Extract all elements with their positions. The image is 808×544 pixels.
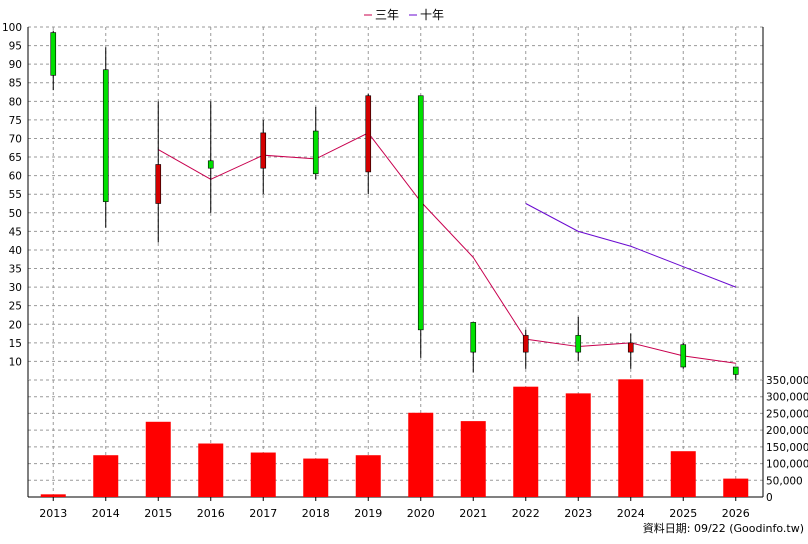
candle-body — [260, 132, 267, 169]
price-tick-label: 55 — [9, 189, 22, 201]
volume-panel: 0 50,000 100,000 150,000 200,000 250,000 300,0… — [27, 375, 808, 504]
candle-body — [155, 164, 162, 204]
candle-body — [732, 366, 739, 375]
candle-body — [470, 322, 477, 353]
candle-body — [680, 344, 687, 368]
series-line-10yr — [525, 203, 736, 288]
candle-body — [102, 69, 109, 202]
price-tick-label: 40 — [9, 245, 22, 257]
volume-tick-label: 250,000 — [766, 408, 808, 420]
x-axis: 2013 2014 2015 2016 2017 2018 2019 2020 2021 2022… — [39, 497, 750, 520]
x-tick-label: 2016 — [197, 507, 225, 520]
price-tick-label: 20 — [9, 319, 22, 331]
x-tick-label: 2017 — [249, 507, 277, 520]
volume-tick-label: 100,000 — [766, 459, 808, 471]
price-panel: 10 15 20 25 30 35 40 45 50 55 60 65 70 75 80 85 90 95 100 — [2, 22, 764, 380]
volume-bar — [513, 386, 539, 497]
price-tick-label: 35 — [9, 264, 22, 276]
x-tick-label: 2014 — [92, 507, 120, 520]
price-tick-label: 90 — [9, 59, 22, 71]
price-tick-label: 10 — [9, 356, 22, 368]
price-tick-label: 100 — [2, 22, 22, 34]
legend-label-3yr: 三年 — [375, 8, 399, 22]
legend: 三年 十年 — [364, 8, 444, 22]
volume-tick-label: 50,000 — [766, 475, 803, 487]
volume-bar — [565, 393, 591, 497]
volume-bar — [618, 379, 644, 497]
volume-bar — [723, 478, 749, 497]
price-tick-label: 45 — [9, 226, 22, 238]
x-tick-label: 2023 — [564, 507, 592, 520]
volume-bar — [145, 421, 171, 497]
volume-tick-label: 300,000 — [766, 392, 808, 404]
candle-body — [365, 95, 372, 173]
volume-bar — [198, 443, 224, 497]
volume-bar — [93, 455, 119, 497]
source-note: 資料日期: 09/22 (Goodinfo.tw) — [643, 521, 804, 535]
volume-bar — [40, 494, 66, 497]
price-tick-label: 85 — [9, 78, 22, 90]
x-tick-label: 2015 — [144, 507, 172, 520]
volume-tick-label: 200,000 — [766, 425, 808, 437]
x-tick-label: 2020 — [407, 507, 435, 520]
volume-tick-label: 350,000 — [766, 375, 808, 387]
price-tick-label: 25 — [9, 301, 22, 313]
x-tick-label: 2025 — [669, 507, 697, 520]
volume-bar — [250, 452, 276, 497]
volume-tick-label: 150,000 — [766, 442, 808, 454]
candle-body — [627, 342, 634, 353]
legend-label-10yr: 十年 — [420, 8, 444, 22]
price-tick-label: 50 — [9, 208, 22, 220]
x-tick-label: 2021 — [459, 507, 487, 520]
series-line-3yr — [158, 132, 736, 364]
price-tick-label: 70 — [9, 133, 22, 145]
volume-bar — [408, 412, 434, 497]
x-tick-label: 2019 — [354, 507, 382, 520]
price-tick-label: 75 — [9, 115, 22, 127]
price-tick-label: 60 — [9, 171, 22, 183]
x-tick-label: 2024 — [617, 507, 645, 520]
price-tick-label: 80 — [9, 96, 22, 108]
candle-body — [50, 32, 57, 76]
volume-tick-label: 0 — [766, 492, 773, 504]
price-tick-label: 15 — [9, 338, 22, 350]
candle-body — [417, 95, 424, 331]
x-tick-label: 2022 — [512, 507, 540, 520]
candle-body — [312, 130, 319, 175]
price-tick-label: 95 — [9, 41, 22, 53]
candle-body — [207, 160, 214, 169]
price-tick-label: 65 — [9, 152, 22, 164]
volume-bar — [460, 421, 486, 497]
x-tick-label: 2018 — [302, 507, 330, 520]
candle-body — [575, 335, 582, 353]
volume-bar — [303, 458, 329, 497]
candle-body — [522, 335, 529, 353]
volume-bar — [670, 451, 696, 497]
x-tick-label: 2026 — [722, 507, 750, 520]
volume-bar — [355, 455, 381, 497]
x-tick-label: 2013 — [39, 507, 67, 520]
price-tick-label: 30 — [9, 282, 22, 294]
